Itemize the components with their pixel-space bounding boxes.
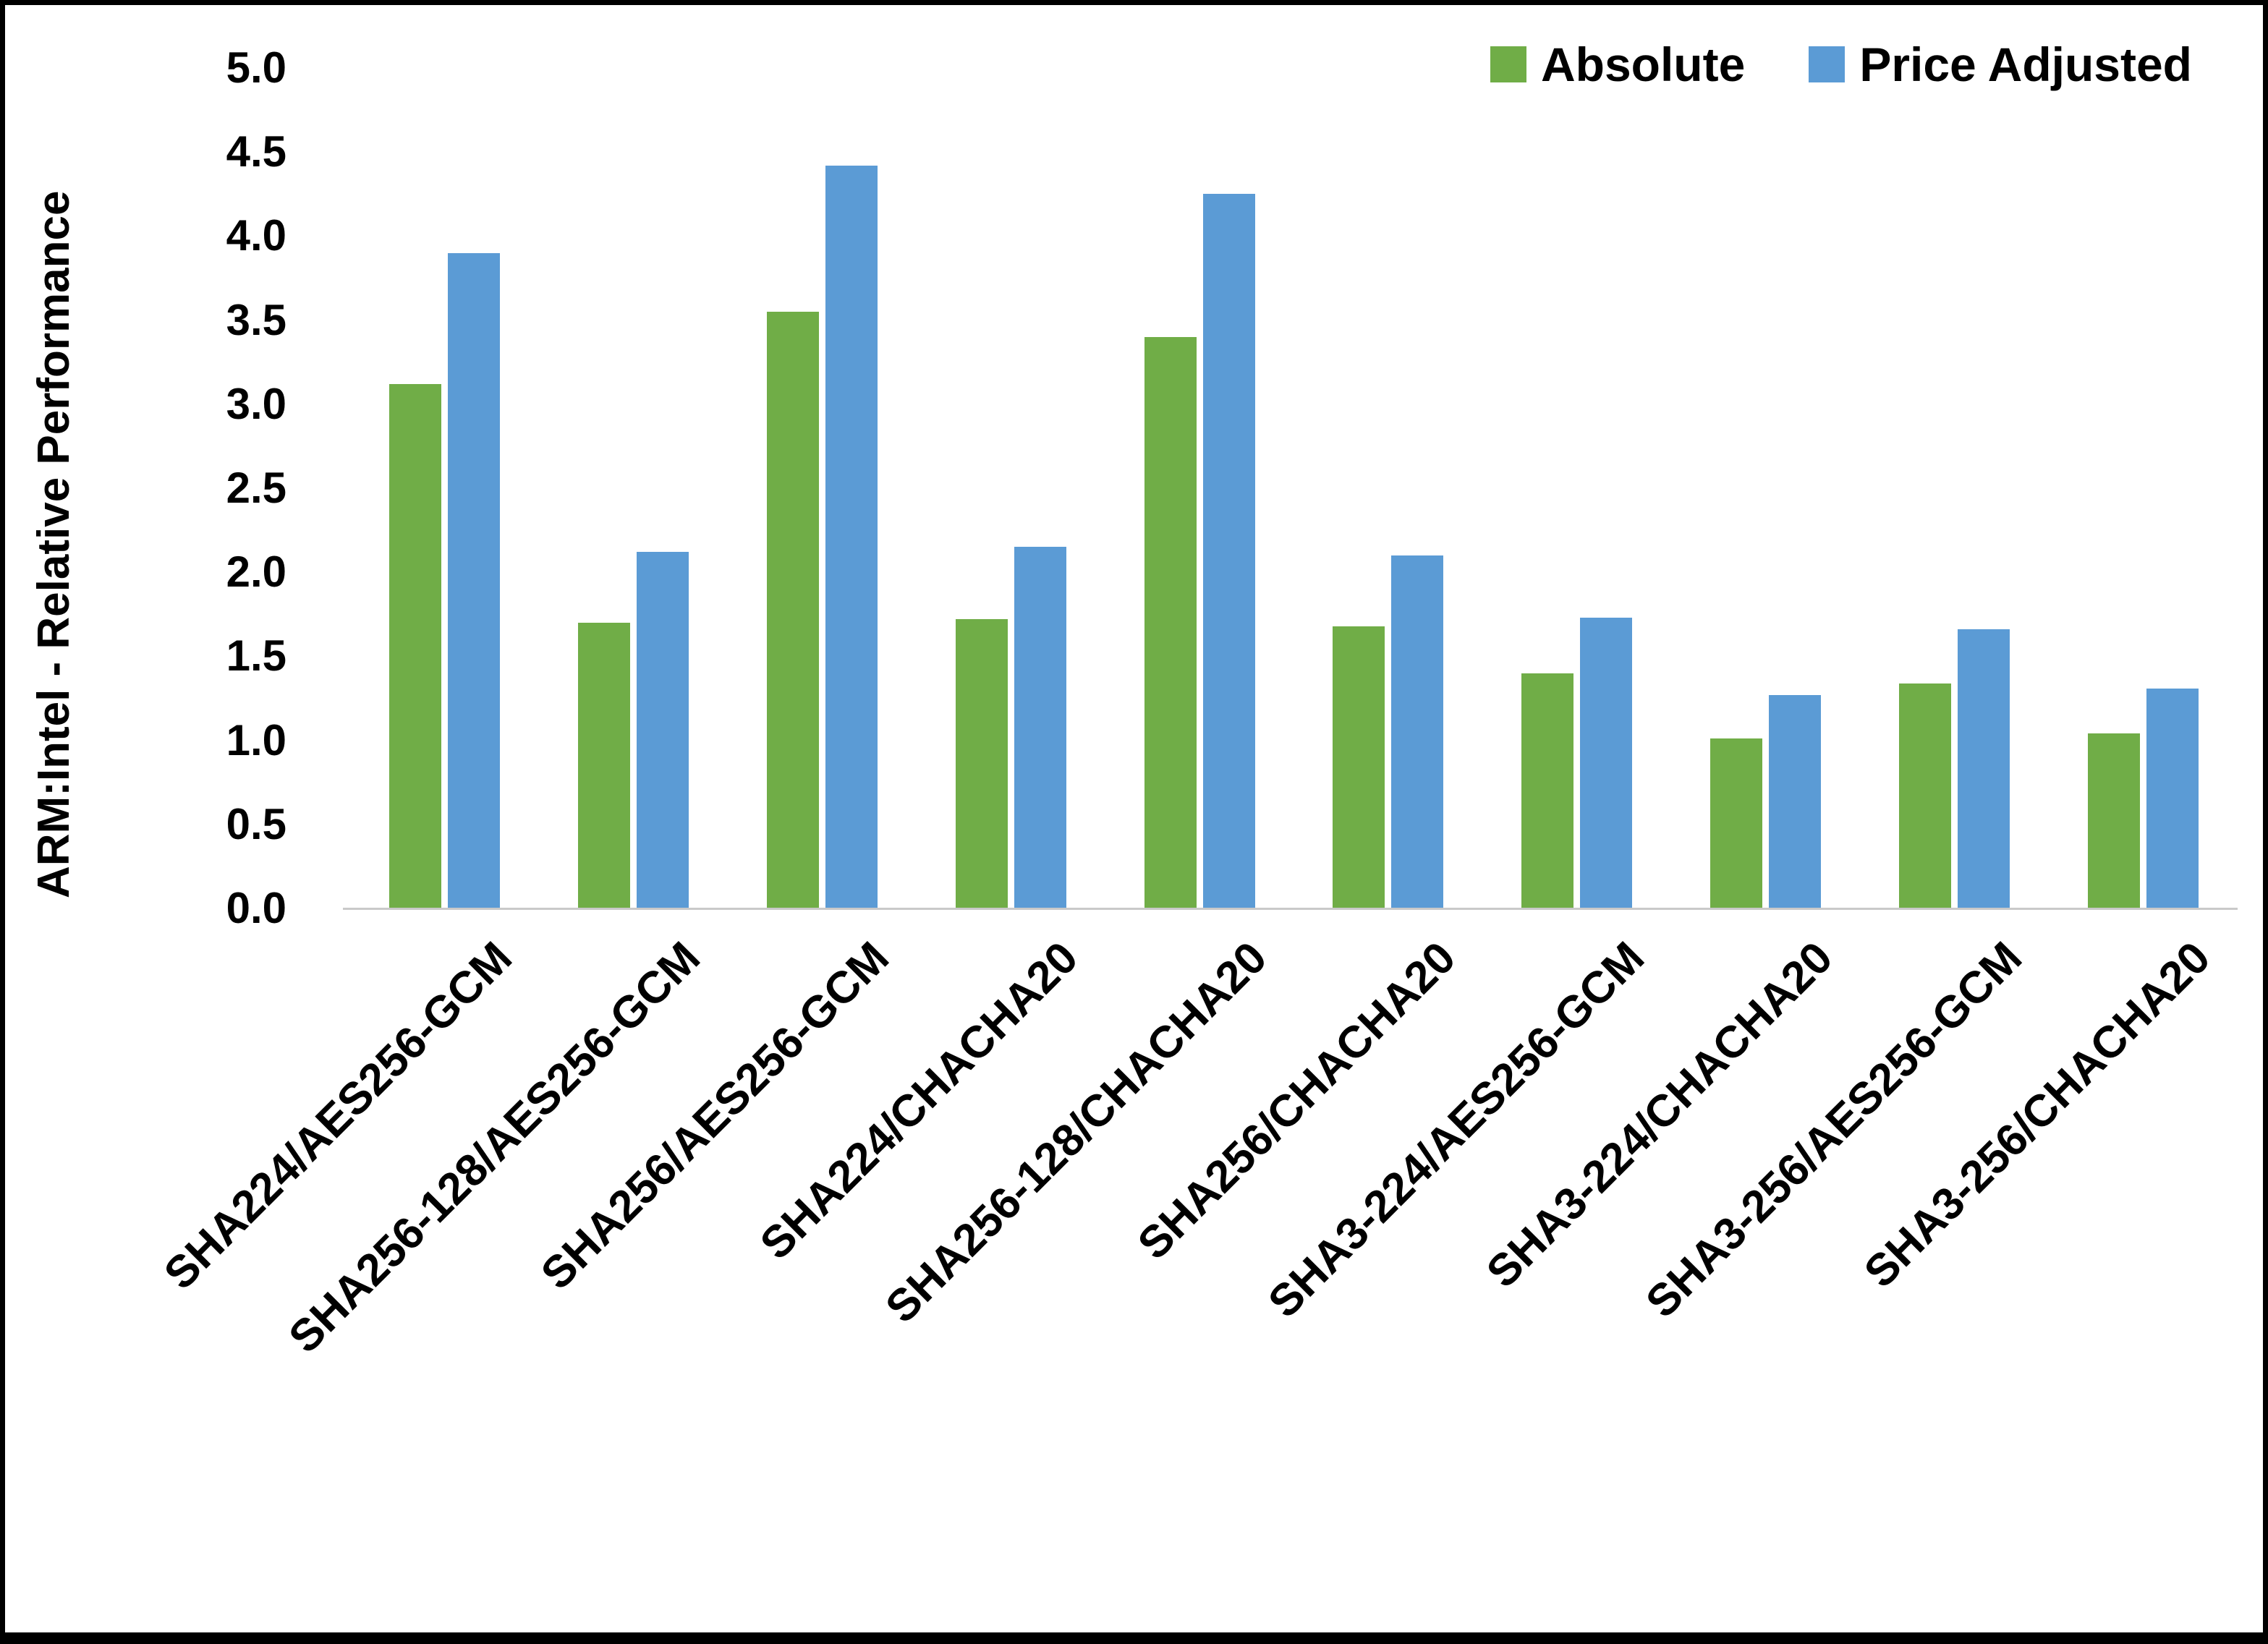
bar-price-adjusted-sha256-chacha20 [1391, 555, 1444, 908]
x-label-text: SHA3-224/CHACHA20 [1477, 932, 1843, 1298]
bar-group-sha3-256-aes256-gcm [1860, 68, 2049, 908]
bar-absolute-sha3-256-chacha20 [2088, 733, 2141, 908]
bar-group-sha3-224-aes256-gcm [1482, 68, 1671, 908]
x-label-text: SHA224/AES256-GCM [154, 932, 522, 1300]
x-label-text: SHA3-256/AES256-GCM [1636, 932, 2031, 1328]
bar-absolute-sha224-aes256-gcm [388, 383, 441, 908]
x-label-text: SHA256-128/AES256-GCM [279, 932, 710, 1363]
bar-group-sha3-224-chacha20 [1671, 68, 1860, 908]
y-tick-label-1-0: 1.0 [226, 715, 286, 764]
y-tick-label-4-5: 4.5 [226, 127, 286, 176]
y-tick-label-5-0: 5.0 [226, 43, 286, 92]
bar-price-adjusted-sha224-chacha20 [1014, 547, 1066, 908]
bar-absolute-sha256-aes256-gcm [766, 311, 819, 908]
legend-swatch-price-adjusted [1809, 46, 1846, 82]
bar-price-adjusted-sha224-aes256-gcm [447, 252, 500, 908]
bar-absolute-sha224-chacha20 [955, 619, 1008, 908]
bar-group-sha256-chacha20 [1294, 68, 1483, 908]
bar-group-sha256-128-aes256-gcm [539, 68, 728, 908]
bar-price-adjusted-sha256-aes256-gcm [825, 165, 878, 908]
y-tick-label-4-0: 4.0 [226, 211, 286, 260]
plot-area: 0.0 0.5 1.0 1.5 2.0 2.5 3.0 3.5 4.0 4.5 5.0 SHA224… [155, 46, 2238, 1363]
legend: Absolute Price Adjusted [1490, 37, 2192, 92]
bar-price-adjusted-sha3-224-aes256-gcm [1580, 617, 1633, 908]
bar-absolute-sha256-chacha20 [1333, 626, 1385, 908]
x-label-text: SHA256-128/CHACHA20 [875, 932, 1277, 1333]
bar-group-sha224-aes256-gcm [350, 68, 539, 908]
y-axis-title: ARM:Intel - Relative Performance [29, 190, 79, 898]
bar-price-adjusted-sha256-128-aes256-gcm [636, 552, 689, 908]
y-tick-label-0-0: 0.0 [226, 884, 286, 932]
bar-price-adjusted-sha3-224-chacha20 [1769, 694, 1822, 908]
legend-item-price-adjusted: Price Adjusted [1809, 37, 2192, 92]
bar-absolute-sha3-224-aes256-gcm [1521, 673, 1574, 908]
x-label-text: SHA256/CHACHA20 [1128, 932, 1466, 1269]
x-label-text: SHA3-224/AES256-GCM [1259, 932, 1654, 1328]
bar-groups [350, 68, 2238, 908]
bar-absolute-sha256-128-aes256-gcm [577, 622, 630, 908]
y-tick-label-1-5: 1.5 [226, 631, 286, 681]
x-label-text: SHA256/AES256-GCM [532, 932, 899, 1300]
bar-absolute-sha256-128-chacha20 [1144, 336, 1197, 908]
y-tick-label-3-5: 3.5 [226, 295, 286, 344]
y-tick-label-2-5: 2.5 [226, 464, 286, 512]
bar-group-sha3-256-chacha20 [2049, 68, 2238, 908]
bar-group-sha256-aes256-gcm [728, 68, 917, 908]
bar-price-adjusted-sha256-128-chacha20 [1202, 194, 1255, 908]
x-label-text: SHA224/CHACHA20 [750, 932, 1088, 1269]
x-label-text: SHA3-256/CHACHA20 [1855, 932, 2220, 1298]
legend-label-absolute: Absolute [1540, 38, 1746, 91]
y-axis-tick-labels: 0.0 0.5 1.0 1.5 2.0 2.5 3.0 3.5 4.0 4.5 5.0 [98, 46, 286, 930]
y-tick-label-3-0: 3.0 [226, 379, 286, 428]
y-tick-label-2-0: 2.0 [226, 548, 286, 597]
bar-group-sha224-chacha20 [917, 68, 1105, 908]
legend-item-absolute: Absolute [1490, 37, 1745, 92]
legend-swatch-absolute [1490, 46, 1526, 82]
legend-label-price-adjusted: Price Adjusted [1859, 38, 2192, 91]
bar-price-adjusted-sha3-256-aes256-gcm [1958, 629, 2010, 908]
bar-absolute-sha3-256-aes256-gcm [1899, 683, 1952, 908]
bar-absolute-sha3-224-chacha20 [1710, 738, 1763, 908]
bar-price-adjusted-sha3-256-chacha20 [2146, 688, 2199, 908]
y-tick-label-0-5: 0.5 [226, 799, 286, 848]
x-axis-line [343, 908, 2238, 910]
bar-group-sha256-128-chacha20 [1105, 68, 1294, 908]
